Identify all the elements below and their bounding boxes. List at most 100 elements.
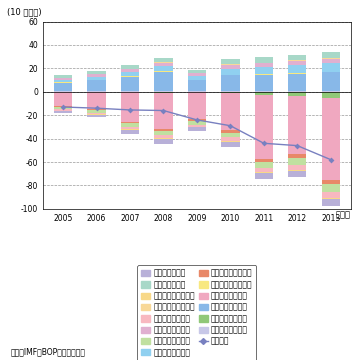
Bar (188, 73, 206, 76)
Bar (87, 115, 106, 117)
Bar (288, 60, 306, 61)
Bar (321, 59, 340, 63)
Legend: その他輸送支払, その他輸送受取, 航空輸送その他支払, 航空輸送その他受取, 航空輸送貨物支払, 航空輸送貨物受取, 航空輸送旅客支払, 航空輸送旅客受取, : その他輸送支払, その他輸送受取, 航空輸送その他支払, 航空輸送その他受取, … (137, 265, 256, 360)
Bar (221, 59, 240, 64)
Bar (54, 107, 72, 109)
Text: 資料：IMF「BOP」から作成。: 資料：IMF「BOP」から作成。 (11, 347, 86, 356)
Bar (154, 92, 173, 93)
Bar (288, 91, 306, 92)
Bar (321, 72, 340, 91)
Bar (121, 130, 139, 134)
Bar (154, 58, 173, 62)
Bar (54, 82, 72, 83)
Bar (188, 125, 206, 127)
Bar (321, 92, 340, 98)
Bar (221, 75, 240, 76)
Bar (154, 66, 173, 71)
Bar (54, 83, 72, 91)
Bar (255, 95, 273, 159)
Bar (154, 62, 173, 63)
Bar (154, 91, 173, 92)
Bar (288, 55, 306, 60)
Bar (221, 138, 240, 141)
Bar (221, 65, 240, 69)
Bar (154, 139, 173, 144)
Bar (87, 80, 106, 91)
Bar (188, 121, 206, 125)
Bar (288, 171, 306, 176)
Bar (255, 159, 273, 162)
Bar (87, 108, 106, 110)
Bar (221, 69, 240, 75)
Bar (121, 122, 139, 123)
Bar (188, 91, 206, 92)
Bar (321, 184, 340, 192)
Bar (288, 158, 306, 165)
Bar (321, 58, 340, 59)
Bar (121, 69, 139, 72)
Bar (121, 129, 139, 130)
Bar (255, 172, 273, 173)
Bar (321, 63, 340, 72)
Bar (288, 92, 306, 96)
Bar (154, 93, 173, 129)
Bar (54, 80, 72, 82)
Bar (255, 57, 273, 63)
Bar (121, 72, 139, 76)
Bar (288, 73, 306, 74)
Bar (288, 170, 306, 171)
Bar (188, 127, 206, 131)
Bar (321, 199, 340, 206)
Bar (188, 80, 206, 91)
Bar (87, 114, 106, 115)
Bar (154, 71, 173, 72)
Bar (121, 127, 139, 129)
Bar (321, 180, 340, 184)
Bar (121, 123, 139, 127)
Bar (121, 93, 139, 122)
Bar (87, 92, 106, 108)
Bar (255, 63, 273, 67)
Bar (188, 76, 206, 80)
Bar (221, 133, 240, 138)
Bar (321, 52, 340, 58)
Bar (188, 119, 206, 121)
Bar (288, 61, 306, 66)
Bar (288, 66, 306, 73)
Bar (54, 78, 72, 80)
Bar (121, 77, 139, 91)
Bar (288, 165, 306, 170)
Bar (87, 77, 106, 80)
Bar (54, 76, 72, 78)
Bar (87, 91, 106, 92)
Bar (54, 92, 72, 106)
Bar (87, 75, 106, 77)
Bar (221, 130, 240, 133)
Bar (255, 75, 273, 91)
Bar (321, 98, 340, 180)
Bar (321, 198, 340, 199)
Bar (255, 162, 273, 168)
Bar (255, 168, 273, 172)
Bar (221, 76, 240, 91)
Bar (154, 63, 173, 66)
Bar (255, 91, 273, 92)
Bar (188, 70, 206, 73)
Bar (288, 74, 306, 91)
Bar (121, 91, 139, 92)
Bar (221, 141, 240, 148)
Bar (288, 96, 306, 154)
Bar (255, 173, 273, 179)
Bar (321, 192, 340, 198)
Bar (188, 92, 206, 93)
Bar (255, 67, 273, 75)
Bar (87, 113, 106, 114)
Text: （年）: （年） (336, 211, 351, 220)
Bar (188, 93, 206, 119)
Bar (87, 110, 106, 113)
Bar (154, 131, 173, 135)
Bar (54, 109, 72, 111)
Bar (54, 111, 72, 113)
Bar (121, 76, 139, 77)
Text: (10 億ドル): (10 億ドル) (7, 7, 42, 16)
